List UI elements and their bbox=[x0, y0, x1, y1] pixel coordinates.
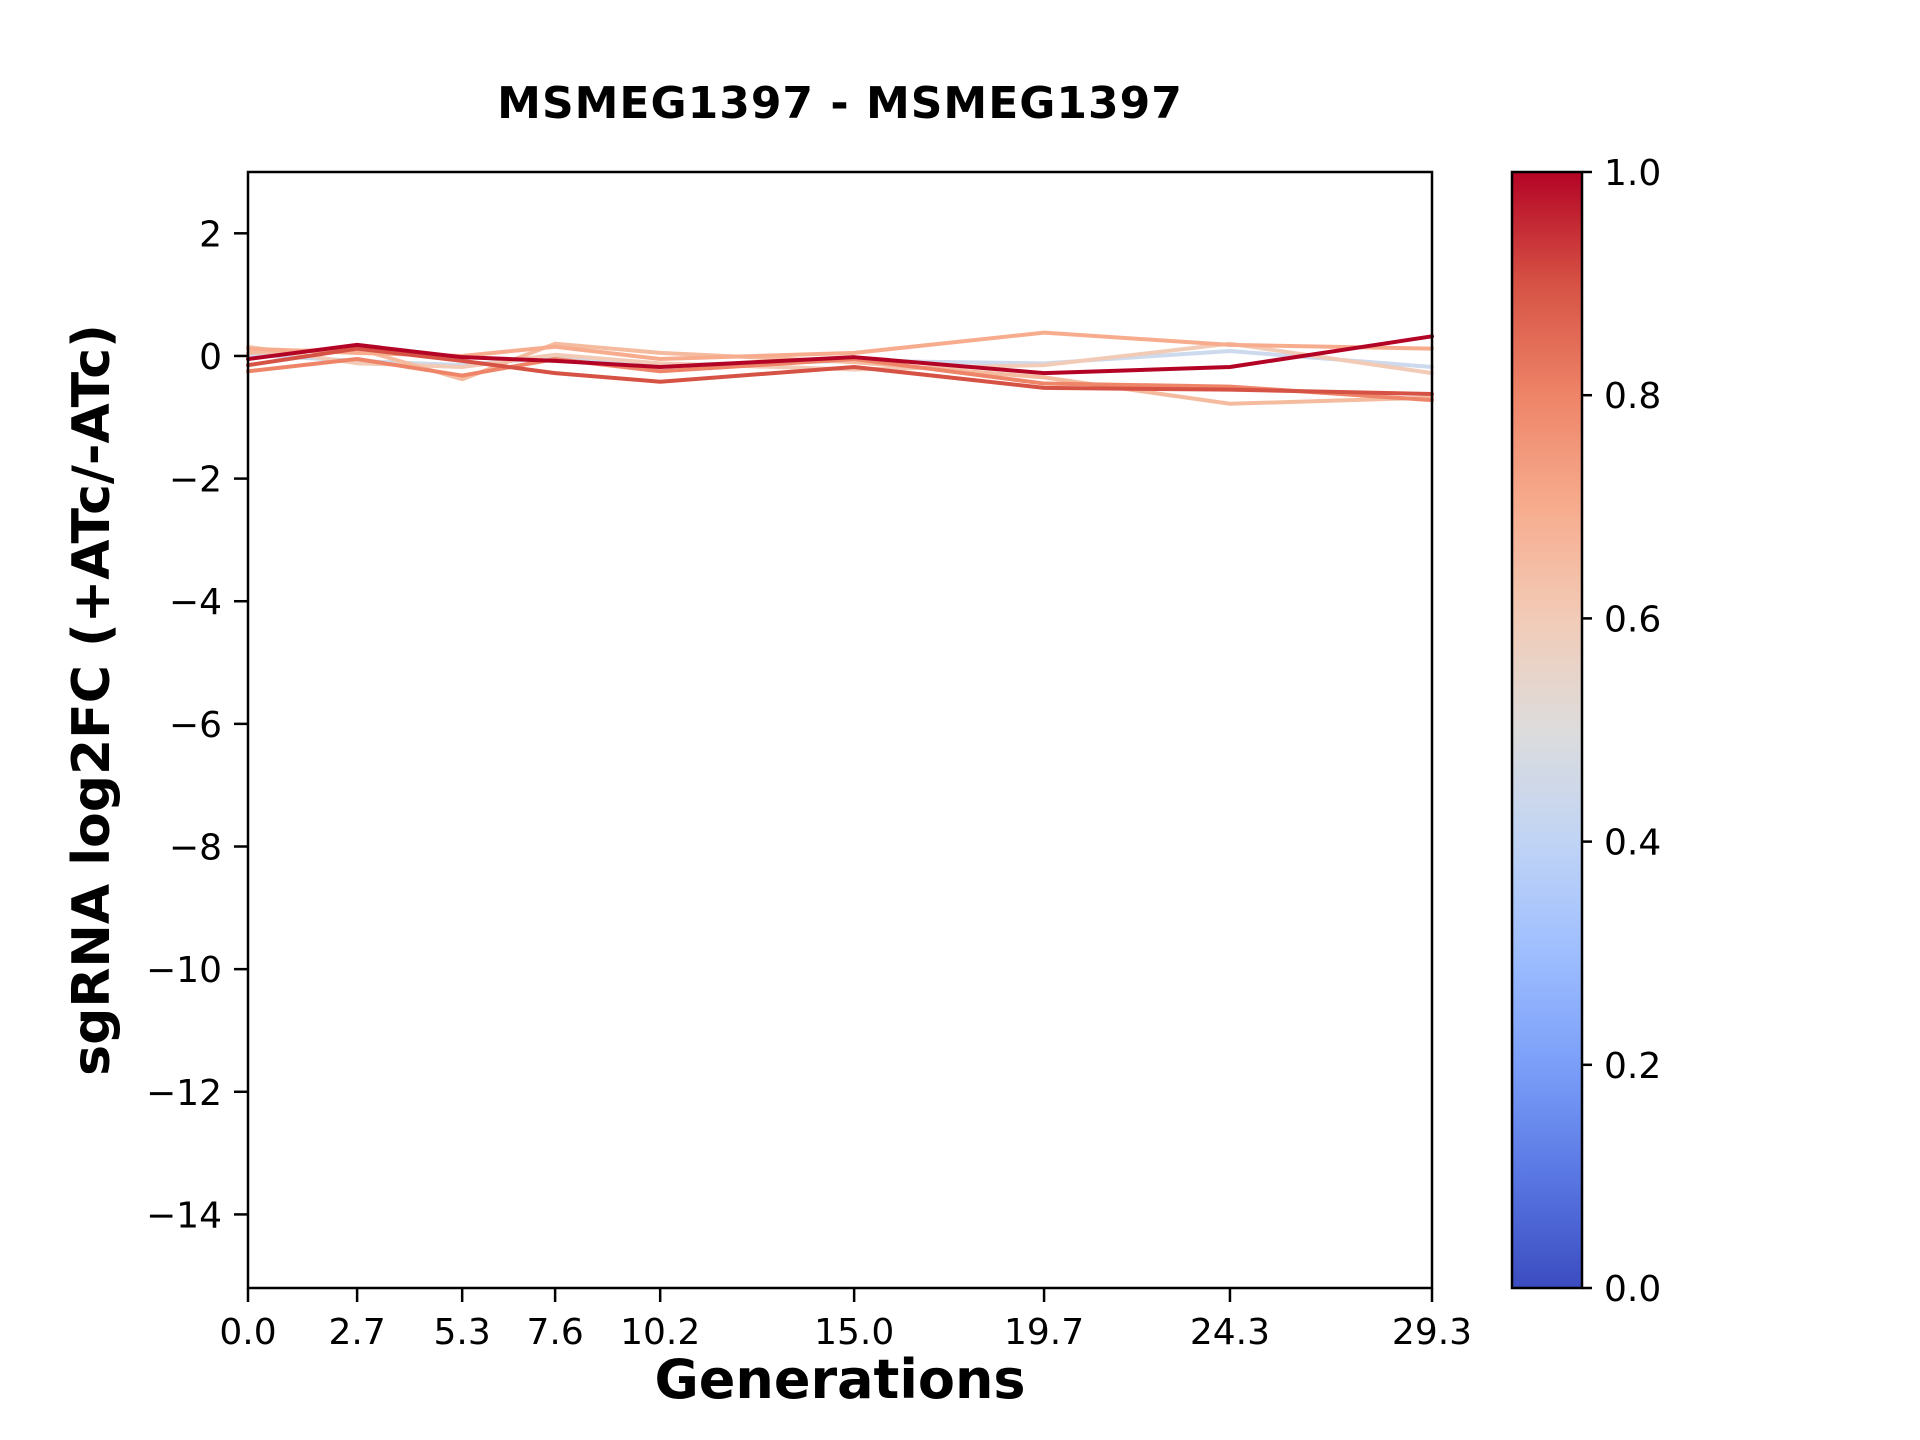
colorbar-tick-label: 0.8 bbox=[1604, 376, 1661, 417]
x-tick-label: 10.2 bbox=[620, 1312, 700, 1353]
colorbar-tick-label: 1.0 bbox=[1604, 153, 1661, 194]
x-tick-label: 24.3 bbox=[1190, 1312, 1270, 1353]
y-tick-label: −10 bbox=[146, 950, 222, 991]
x-axis-label: Generations bbox=[654, 1348, 1026, 1411]
chart-title: MSMEG1397 - MSMEG1397 bbox=[497, 78, 1183, 129]
y-tick-label: −6 bbox=[169, 705, 222, 746]
y-tick-label: 0 bbox=[199, 337, 222, 378]
axes-frame bbox=[246, 170, 1434, 1290]
x-tick-label: 5.3 bbox=[434, 1312, 491, 1353]
x-tick-label: 7.6 bbox=[526, 1312, 583, 1353]
x-tick-label: 29.3 bbox=[1392, 1312, 1472, 1353]
series-line-6 bbox=[246, 346, 1434, 396]
y-tick-label: −2 bbox=[169, 460, 222, 501]
series-line-3 bbox=[246, 341, 1434, 406]
colorbar-tick-label: 0.2 bbox=[1604, 1046, 1661, 1087]
series-line-7 bbox=[246, 334, 1434, 376]
x-tick-label: 15.0 bbox=[814, 1312, 894, 1353]
y-tick-label: −8 bbox=[169, 828, 222, 869]
colorbar-tick-label: 0.0 bbox=[1604, 1269, 1661, 1310]
y-tick-label: −4 bbox=[169, 582, 222, 623]
y-tick-label: −12 bbox=[146, 1073, 222, 1114]
colorbar-tick-label: 0.6 bbox=[1604, 599, 1661, 640]
colorbar-gradient bbox=[1512, 172, 1582, 1288]
colorbar-tick-label: 0.4 bbox=[1604, 823, 1661, 864]
y-tick-label: 2 bbox=[199, 214, 222, 255]
x-tick-label: 2.7 bbox=[328, 1312, 385, 1353]
x-tick-label: 19.7 bbox=[1004, 1312, 1084, 1353]
series-line-5 bbox=[246, 357, 1434, 403]
colorbar-frame bbox=[1510, 170, 1584, 1290]
y-tick-label: −14 bbox=[146, 1195, 222, 1236]
x-tick-label: 0.0 bbox=[219, 1312, 276, 1353]
